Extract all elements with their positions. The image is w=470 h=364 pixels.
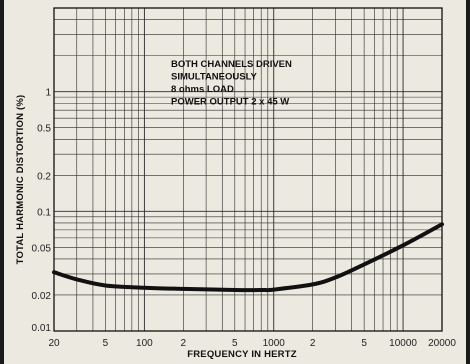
y-tick-label: 0.02: [32, 291, 52, 302]
y-tick-label: 0.05: [32, 243, 52, 254]
series: [52, 222, 444, 293]
x-tick-label: 2: [181, 338, 187, 349]
plot-border: [53, 7, 443, 332]
y-tick-label: 0.2: [37, 171, 51, 182]
y-tick-label: 1: [45, 88, 51, 99]
annotation-line: POWER OUTPUT 2 x 45 W: [171, 97, 289, 108]
annotation-line: SIMULTANEOUSLY: [171, 72, 258, 83]
thd-chart: 20 5 100 2 5 1000 2 5 10000 20000 0.01 0.02 0.05 0.1…: [15, 7, 456, 360]
plot-frame: [53, 7, 443, 332]
x-tick-label: 10000: [389, 338, 417, 349]
grid: [54, 8, 442, 331]
x-tick-labels: 20 5 100 2 5 1000 2 5 10000 20000: [48, 338, 456, 349]
x-tick-label: 2: [310, 338, 316, 349]
annotation-line: BOTH CHANNELS DRIVEN: [171, 59, 292, 70]
thd-series-line: [52, 222, 444, 293]
x-tick-label: 100: [136, 338, 153, 349]
x-tick-label: 20000: [428, 338, 456, 349]
y-axis-label: TOTAL HARMONIC DISTORTION (%): [15, 95, 26, 265]
x-tick-label: 20: [48, 338, 60, 349]
x-tick-label: 5: [232, 338, 238, 349]
x-axis-label: FREQUENCY IN HERTZ: [187, 349, 297, 360]
y-tick-labels: 0.01 0.02 0.05 0.1 0.2 0.5 1: [32, 88, 52, 334]
x-tick-label: 5: [361, 338, 367, 349]
y-tick-label: 0.01: [32, 323, 52, 334]
y-tick-label: 0.1: [37, 207, 51, 218]
x-tick-label: 5: [103, 338, 109, 349]
x-tick-label: 1000: [263, 338, 286, 349]
annotation-line: 8 ohms LOAD: [171, 84, 234, 95]
y-tick-label: 0.5: [37, 124, 51, 135]
